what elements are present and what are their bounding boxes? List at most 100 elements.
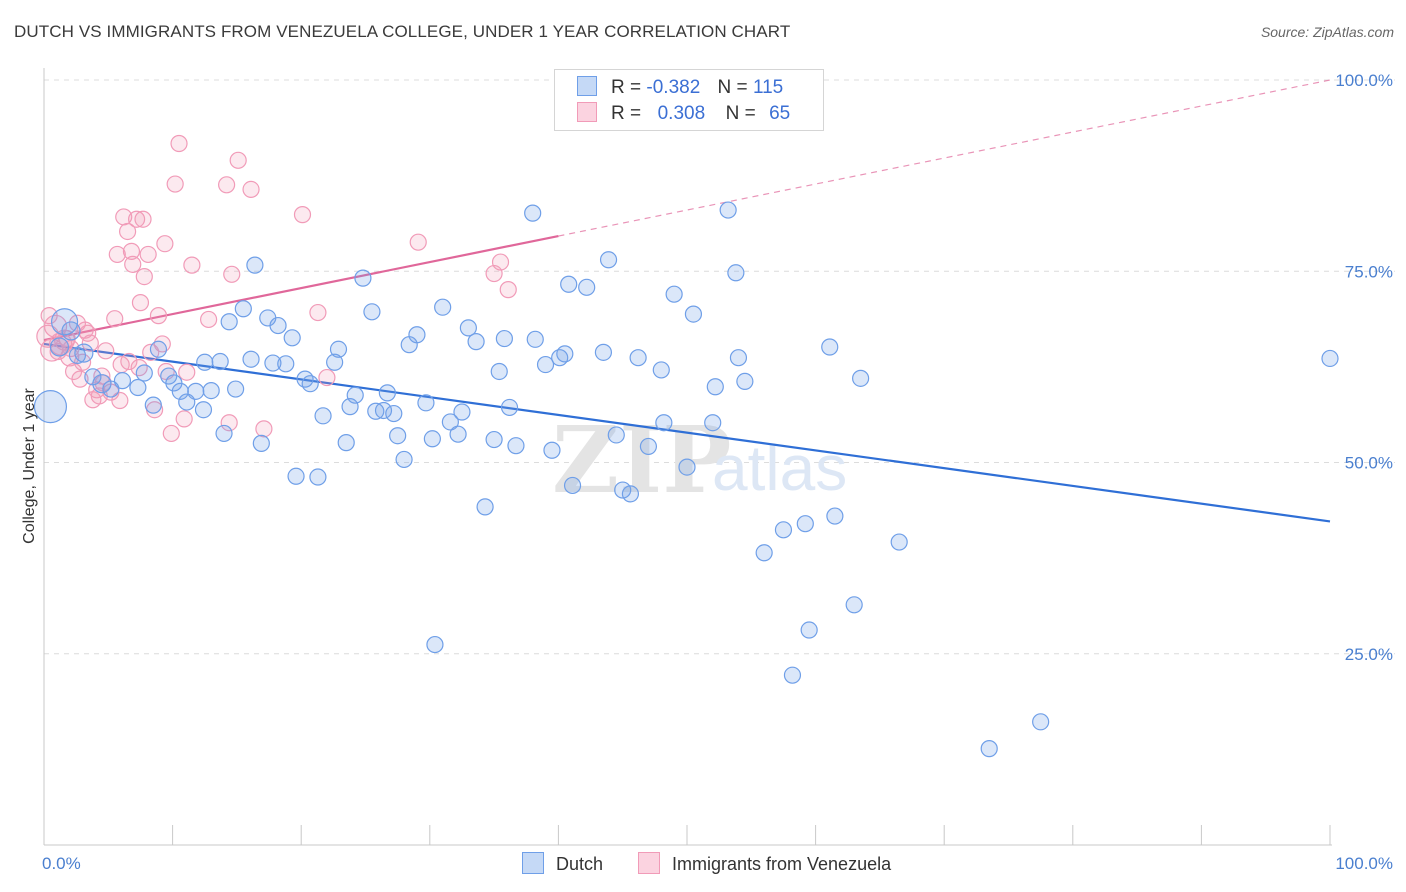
- venezuela-point: [156, 235, 174, 253]
- dutch-point: [129, 378, 147, 397]
- dutch-point: [594, 343, 613, 361]
- axis-labels: 25.0% 50.0% 75.0% 100.0% 0.0% 100.0% College, …: [21, 71, 1393, 873]
- venezuela-point: [166, 175, 184, 193]
- venezuela-point: [149, 307, 168, 325]
- dutch-point: [374, 401, 393, 420]
- dutch-point: [621, 485, 640, 503]
- dutch-point: [485, 430, 503, 449]
- dutch-points: [33, 201, 1339, 758]
- dutch-point: [242, 350, 260, 368]
- dutch-point: [441, 413, 459, 431]
- dutch-point: [187, 382, 205, 400]
- dutch-point: [378, 384, 396, 402]
- dutch-point: [426, 635, 444, 654]
- dutch-point: [408, 326, 426, 344]
- venezuela-trend-line: [43, 234, 559, 342]
- dutch-point: [639, 437, 658, 456]
- chart-title: DUTCH VS IMMIGRANTS FROM VENEZUELA COLLE…: [14, 22, 791, 41]
- dutch-point: [655, 414, 673, 432]
- dutch-point: [490, 362, 508, 381]
- dutch-point: [92, 374, 112, 394]
- dutch-point: [556, 345, 574, 363]
- dutch-point: [149, 340, 168, 358]
- dutch-point: [560, 275, 578, 293]
- dutch-point: [196, 353, 214, 371]
- dutch-point: [61, 321, 81, 341]
- venezuela-point: [309, 303, 327, 322]
- dutch-point: [1032, 713, 1050, 731]
- dutch-point: [796, 515, 814, 533]
- venezuela-point: [220, 414, 238, 432]
- dutch-point: [49, 337, 70, 357]
- dutch-point: [727, 264, 745, 282]
- x-tick-label-min: 0.0%: [42, 854, 81, 873]
- dutch-point: [1321, 349, 1339, 368]
- dutch-point: [614, 481, 632, 499]
- dutch-point: [980, 740, 998, 758]
- dutch-point: [395, 450, 413, 469]
- venezuela-point: [97, 342, 115, 360]
- dutch-point: [135, 364, 153, 382]
- dutch-point: [326, 353, 344, 371]
- y-tick-label: 100.0%: [1335, 71, 1393, 90]
- dutch-point: [719, 201, 737, 219]
- venezuela-point: [81, 334, 99, 352]
- dutch-point: [507, 437, 525, 455]
- dutch-point: [211, 352, 229, 371]
- venezuela-point: [293, 206, 312, 224]
- venezuela-point: [183, 256, 201, 274]
- venezuela-point: [106, 310, 124, 328]
- bottom-legend-dutch: Dutch: [522, 852, 603, 875]
- dutch-point: [363, 303, 381, 321]
- venezuela-point: [124, 255, 142, 273]
- bottom-legend-venezuela-label: Immigrants from Venezuela: [672, 854, 892, 874]
- venezuela-point: [111, 391, 129, 410]
- dutch-point: [599, 251, 618, 269]
- dutch-point: [755, 544, 773, 562]
- dutch-point: [423, 430, 441, 448]
- dutch-point: [33, 390, 68, 424]
- dutch-point: [607, 426, 625, 444]
- venezuela-point: [223, 265, 241, 283]
- dutch-point: [227, 380, 245, 398]
- grid-lines: [44, 79, 1395, 655]
- dutch-point: [296, 370, 314, 388]
- dutch-point: [434, 298, 452, 316]
- dutch-point: [252, 434, 270, 452]
- dutch-point: [277, 355, 295, 373]
- venezuela-point: [499, 281, 517, 299]
- correlation-legend: R = -0.382 N = 115 R = 0.308 N = 65: [554, 69, 824, 131]
- dutch-point: [852, 369, 870, 387]
- venezuela-point: [71, 370, 89, 388]
- venezuela-point: [242, 180, 260, 198]
- x-tick-label-max: 100.0%: [1335, 854, 1393, 873]
- y-axis-title: College, Under 1 year: [21, 388, 38, 544]
- venezuela-point: [134, 210, 152, 228]
- watermark-zip: ZIP: [552, 406, 731, 514]
- dutch-point: [246, 256, 264, 274]
- dutch-point: [74, 343, 94, 363]
- legend-row-venezuela: R = 0.308 N = 65: [577, 102, 790, 126]
- venezuela-point: [76, 321, 94, 339]
- dutch-point: [337, 434, 355, 452]
- venezuela-point: [170, 134, 188, 153]
- dutch-swatch: [577, 76, 597, 96]
- dutch-point: [234, 300, 252, 318]
- dutch-point: [524, 204, 542, 222]
- dutch-point: [287, 467, 305, 485]
- dutch-point: [543, 441, 561, 459]
- venezuela-point: [229, 151, 247, 169]
- venezuela-point: [162, 424, 180, 443]
- dutch-point: [678, 458, 696, 476]
- dutch-trend-line: [43, 342, 1331, 523]
- dutch-point: [652, 361, 670, 379]
- dutch-point: [563, 476, 582, 495]
- dutch-point: [890, 533, 908, 551]
- bottom-legend-venezuela: Immigrants from Venezuela: [638, 852, 891, 875]
- venezuela-point: [409, 233, 427, 251]
- dutch-point: [453, 403, 471, 421]
- dutch-point: [704, 414, 722, 432]
- dutch-point: [354, 269, 372, 287]
- dutch-point: [202, 381, 220, 400]
